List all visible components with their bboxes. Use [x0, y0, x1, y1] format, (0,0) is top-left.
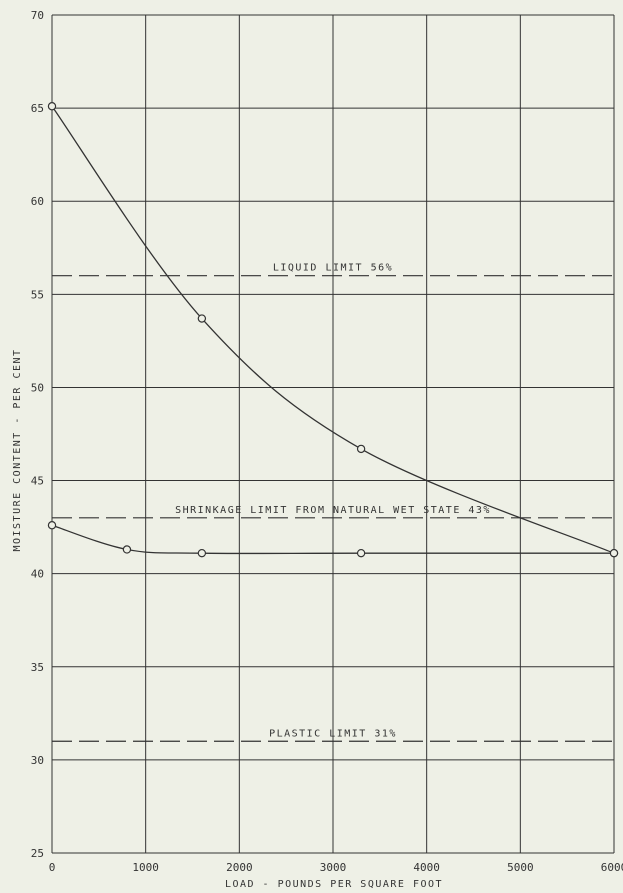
- y-tick-label: 50: [31, 381, 44, 394]
- y-tick-label: 35: [31, 661, 44, 674]
- x-tick-label: 6000: [601, 861, 623, 874]
- y-tick-label: 40: [31, 568, 44, 581]
- reference-label: PLASTIC LIMIT 31%: [269, 728, 397, 739]
- data-point: [197, 548, 207, 558]
- series-line-2: [51, 524, 614, 555]
- reference-label: LIQUID LIMIT 56%: [273, 263, 393, 274]
- x-tick-label: 1000: [132, 861, 159, 874]
- grid: [51, 14, 615, 854]
- y-axis-label: MOISTURE CONTENT - PER CENT: [12, 348, 23, 551]
- y-tick-label: 55: [31, 288, 44, 301]
- x-tick-label: 3000: [320, 861, 347, 874]
- tick-labels: 0 1000 2000 3000 4000 5000 6000 25 30 35 40 45 50 55 6…: [31, 9, 623, 874]
- data-point: [122, 545, 132, 554]
- data-point: [47, 102, 57, 111]
- x-tick-label: 2000: [226, 861, 253, 874]
- data-point: [356, 548, 366, 558]
- y-tick-label: 45: [31, 475, 44, 488]
- y-tick-label: 25: [31, 847, 44, 860]
- y-tick-label: 30: [31, 754, 44, 767]
- x-tick-label: 0: [49, 861, 56, 874]
- y-tick-label: 60: [31, 195, 44, 208]
- data-point: [609, 548, 619, 558]
- reference-label: SHRINKAGE LIMIT FROM NATURAL WET STATE 4…: [175, 505, 491, 516]
- reference-lines: LIQUID LIMIT 56% SHRINKAGE LIMIT FROM NAT…: [52, 263, 614, 742]
- x-tick-label: 4000: [413, 861, 440, 874]
- y-tick-label: 70: [31, 9, 44, 22]
- x-axis-label: LOAD - POUNDS PER SQUARE FOOT: [225, 879, 443, 890]
- data-point: [47, 521, 57, 530]
- series: [47, 102, 619, 558]
- series-line-1: [51, 105, 615, 554]
- data-point: [356, 444, 366, 454]
- data-point: [197, 314, 207, 323]
- x-tick-label: 5000: [507, 861, 534, 874]
- y-tick-label: 65: [31, 102, 44, 115]
